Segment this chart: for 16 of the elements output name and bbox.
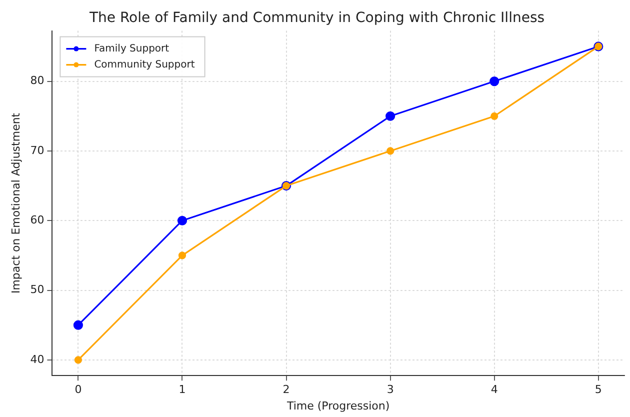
x-tick-label: 3 — [386, 383, 394, 396]
y-axis-title: Impact on Emotional Adjustment — [9, 112, 22, 294]
x-tick-label: 2 — [282, 383, 290, 396]
x-tick-label: 0 — [74, 383, 82, 396]
legend-label: Community Support — [94, 59, 195, 70]
x-tick-label: 5 — [594, 383, 602, 396]
legend-label: Family Support — [94, 43, 170, 54]
y-tick-label: 50 — [30, 283, 44, 296]
y-tick-label: 60 — [30, 213, 44, 226]
y-tick-label: 40 — [30, 352, 44, 366]
x-tick-label: 1 — [178, 383, 186, 396]
y-tick-label: 70 — [30, 144, 44, 157]
x-axis-title: Time (Progression) — [286, 399, 390, 412]
x-tick-label: 4 — [490, 383, 498, 396]
chart-title: The Role of Family and Community in Coping with Chronic Illness — [88, 10, 545, 26]
y-tick-label: 80 — [30, 74, 44, 88]
